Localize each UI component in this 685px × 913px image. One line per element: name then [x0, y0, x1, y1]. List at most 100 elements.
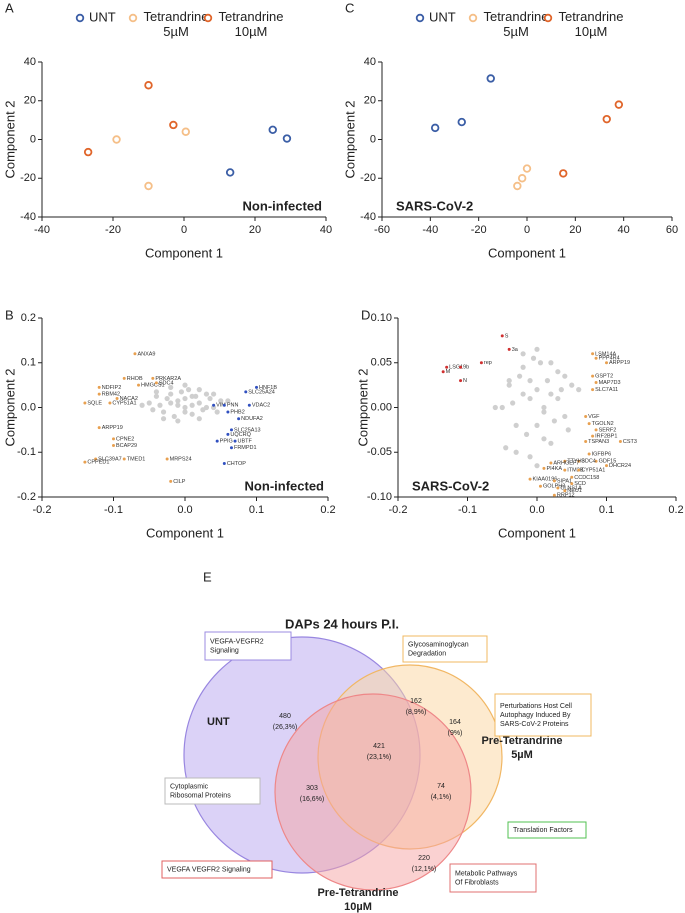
point: [160, 416, 167, 422]
point: [528, 477, 532, 481]
point: [222, 403, 226, 407]
point: [534, 387, 540, 393]
point: [282, 134, 292, 143]
point: [527, 378, 533, 384]
y-axis-label: Component 2: [2, 368, 17, 446]
annotation-text: Translation Factors: [513, 827, 573, 834]
point: [165, 457, 169, 461]
point: [430, 123, 440, 133]
set-label: Pre-Tetrandrine 10µM: [317, 887, 398, 913]
point: [513, 422, 519, 428]
point: [229, 428, 233, 432]
legend-marker: [415, 13, 425, 23]
point: [499, 404, 505, 411]
point: [229, 446, 233, 450]
point: [605, 361, 608, 365]
panel-letter: A: [5, 0, 14, 15]
point: [459, 365, 463, 369]
point: [115, 397, 119, 401]
y-tick-label: 20: [24, 95, 36, 107]
point: [122, 376, 126, 380]
point: [168, 384, 174, 390]
point: [559, 169, 568, 178]
point: [146, 400, 152, 406]
point: [562, 373, 568, 379]
point: [538, 484, 542, 488]
venn-title: DAPs 24 hours P.I.: [285, 616, 399, 631]
point: [189, 411, 195, 417]
y-tick-label: 0.1: [21, 357, 36, 369]
y-axis-label: Component 2: [355, 368, 370, 446]
set-label: UNT: [207, 716, 230, 728]
point: [507, 347, 511, 351]
point: [97, 426, 101, 430]
point: [225, 168, 235, 177]
point: [214, 409, 220, 415]
point: [591, 352, 595, 356]
point-label: SDC4: [581, 459, 596, 465]
point: [602, 114, 611, 124]
point-label: VIM: [216, 403, 226, 409]
x-tick-label: 60: [666, 224, 678, 236]
point-label: LSG1: [449, 365, 463, 371]
point: [169, 120, 178, 130]
point: [520, 351, 526, 357]
point-label: SERF2: [599, 427, 617, 433]
point: [517, 174, 527, 183]
point: [193, 393, 199, 399]
point: [94, 457, 98, 461]
point: [527, 454, 533, 460]
point-label: CST3: [623, 439, 637, 445]
point: [552, 479, 556, 483]
point: [605, 464, 608, 468]
point: [577, 459, 581, 463]
region-percent: (4,1%): [431, 794, 452, 801]
point: [479, 361, 483, 365]
y-tick-label: 0.10: [371, 312, 392, 324]
point-label: TMED1: [127, 456, 146, 462]
annotation-box: [494, 693, 592, 737]
point: [226, 410, 230, 414]
point: [178, 389, 185, 395]
x-axis-label: Component 1: [498, 525, 576, 540]
point-label: GSPT2: [595, 374, 613, 380]
panel-annotation: Non-infected: [243, 198, 323, 213]
point: [541, 436, 547, 442]
point: [594, 428, 598, 432]
x-tick-label: -0.2: [389, 504, 408, 516]
point-label: KIAA0196: [533, 477, 558, 483]
point: [459, 379, 463, 383]
point-label: CYP51A1: [581, 468, 605, 474]
point-label: CYP51A1: [112, 400, 136, 406]
point: [211, 391, 217, 397]
point-label: PHB2: [230, 409, 244, 415]
point: [196, 416, 202, 422]
x-tick-label: 20: [569, 224, 581, 236]
point: [618, 440, 622, 444]
point-label: 3a: [512, 347, 519, 353]
point-label: SDC4: [159, 380, 174, 386]
point: [441, 370, 445, 374]
point: [534, 346, 540, 352]
point: [563, 459, 567, 463]
y-tick-label: -0.05: [367, 446, 392, 458]
point-label: GOLPH3: [543, 484, 565, 490]
point-label: PI4KA: [546, 466, 562, 472]
point: [196, 400, 202, 406]
point: [591, 374, 595, 378]
point: [503, 445, 509, 451]
point: [510, 400, 516, 406]
legend-label: Tetrandrine 10µM: [558, 9, 623, 39]
point-label: DHCR24: [609, 463, 631, 469]
point: [144, 81, 153, 90]
point-label: SLC7A11: [595, 387, 618, 393]
point-label: MAP7D3: [599, 380, 621, 386]
point: [168, 400, 174, 406]
y-tick-label: 0.05: [371, 357, 392, 369]
point: [151, 376, 155, 380]
point-label: RHOB: [127, 376, 143, 382]
point: [552, 493, 556, 497]
point: [182, 395, 188, 402]
point: [522, 164, 532, 173]
y-tick-label: -0.10: [367, 491, 392, 503]
